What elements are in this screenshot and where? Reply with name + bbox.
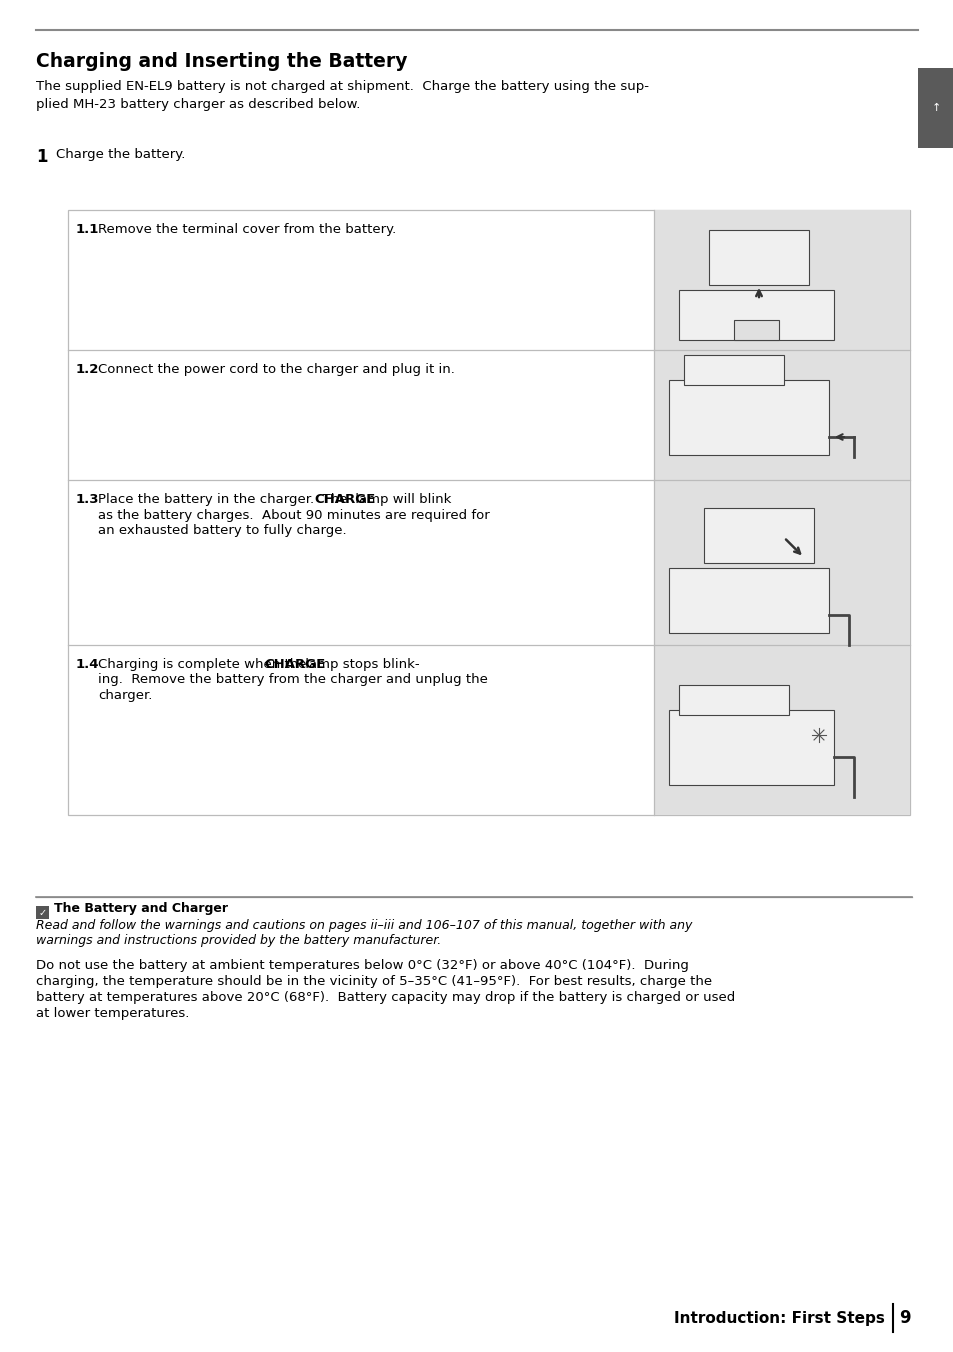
Text: Place the battery in the charger.  The: Place the battery in the charger. The xyxy=(98,493,352,506)
Bar xyxy=(679,685,788,715)
Text: ✓: ✓ xyxy=(38,909,47,918)
Bar xyxy=(708,230,808,285)
Text: The supplied EN-EL9 battery is not charged at shipment.  Charge the battery usin: The supplied EN-EL9 battery is not charg… xyxy=(36,80,648,93)
Text: Connect the power cord to the charger and plug it in.: Connect the power cord to the charger an… xyxy=(98,362,455,376)
Bar xyxy=(668,710,833,786)
Bar xyxy=(654,645,909,815)
Text: 9: 9 xyxy=(899,1309,910,1328)
Text: 1.3: 1.3 xyxy=(76,493,99,506)
Text: Charging is complete when the: Charging is complete when the xyxy=(98,658,311,671)
Text: CHARGE: CHARGE xyxy=(314,493,375,506)
Bar xyxy=(668,568,828,633)
Text: CHARGE: CHARGE xyxy=(264,658,325,671)
Bar xyxy=(68,210,909,815)
Text: 1.1: 1.1 xyxy=(76,223,99,237)
Text: 1: 1 xyxy=(36,147,48,166)
Text: Read and follow the warnings and cautions on pages ii–iii and 106–107 of this ma: Read and follow the warnings and caution… xyxy=(36,919,692,932)
Bar xyxy=(668,380,828,456)
Bar xyxy=(683,356,783,385)
Text: Remove the terminal cover from the battery.: Remove the terminal cover from the batte… xyxy=(98,223,395,237)
Text: as the battery charges.  About 90 minutes are required for: as the battery charges. About 90 minutes… xyxy=(98,508,489,522)
Bar xyxy=(733,320,779,339)
Text: charging, the temperature should be in the vicinity of 5–35°C (41–95°F).  For be: charging, the temperature should be in t… xyxy=(36,975,711,988)
Bar xyxy=(917,68,953,147)
Text: charger.: charger. xyxy=(98,690,152,702)
Text: an exhausted battery to fully charge.: an exhausted battery to fully charge. xyxy=(98,525,346,537)
Text: at lower temperatures.: at lower temperatures. xyxy=(36,1007,190,1019)
Text: lamp will blink: lamp will blink xyxy=(351,493,451,506)
Text: warnings and instructions provided by the battery manufacturer.: warnings and instructions provided by th… xyxy=(36,934,441,946)
Text: Charging and Inserting the Battery: Charging and Inserting the Battery xyxy=(36,51,407,72)
Text: Introduction: First Steps: Introduction: First Steps xyxy=(674,1310,884,1325)
Text: ↑: ↑ xyxy=(930,103,940,114)
Bar xyxy=(654,210,909,350)
Bar xyxy=(703,507,813,562)
Text: Charge the battery.: Charge the battery. xyxy=(56,147,185,161)
Text: The Battery and Charger: The Battery and Charger xyxy=(54,902,228,915)
Bar xyxy=(654,480,909,645)
Text: lamp stops blink-: lamp stops blink- xyxy=(301,658,419,671)
Text: 1.2: 1.2 xyxy=(76,362,99,376)
Text: plied MH-23 battery charger as described below.: plied MH-23 battery charger as described… xyxy=(36,97,360,111)
Text: Do not use the battery at ambient temperatures below 0°C (32°F) or above 40°C (1: Do not use the battery at ambient temper… xyxy=(36,959,688,972)
Text: battery at temperatures above 20°C (68°F).  Battery capacity may drop if the bat: battery at temperatures above 20°C (68°F… xyxy=(36,991,735,1005)
Bar xyxy=(679,289,833,339)
Text: 1.4: 1.4 xyxy=(76,658,99,671)
Text: ing.  Remove the battery from the charger and unplug the: ing. Remove the battery from the charger… xyxy=(98,673,487,687)
Bar xyxy=(654,350,909,480)
Bar xyxy=(36,906,49,919)
